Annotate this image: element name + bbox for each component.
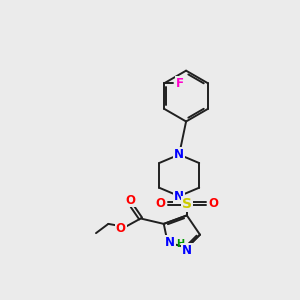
Text: F: F <box>176 77 184 90</box>
Text: O: O <box>126 194 136 206</box>
Text: O: O <box>156 197 166 210</box>
Text: N: N <box>174 148 184 161</box>
Text: S: S <box>182 197 192 211</box>
Text: H: H <box>176 239 184 249</box>
Text: O: O <box>116 222 126 235</box>
Text: N: N <box>165 236 175 249</box>
Text: O: O <box>208 197 218 210</box>
Text: N: N <box>182 244 192 256</box>
Text: N: N <box>174 190 184 203</box>
